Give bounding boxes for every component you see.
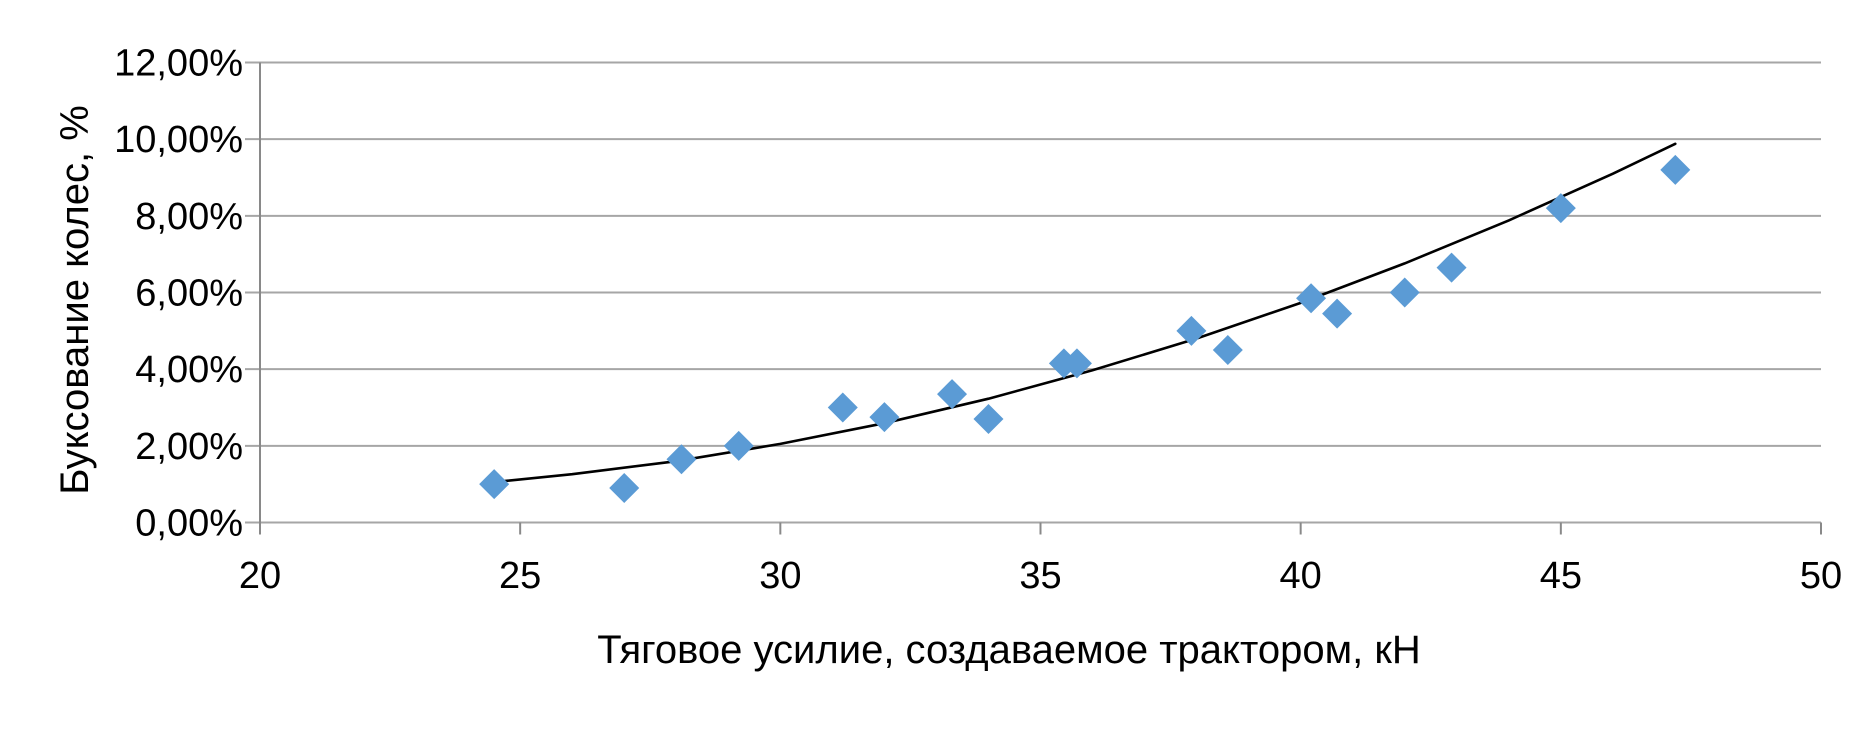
y-tick-label: 12,00% [114,43,243,85]
data-point-marker [1545,193,1576,224]
data-point-marker [1296,283,1327,314]
y-tick-label: 4,00% [135,349,243,391]
data-point-marker [1061,348,1092,379]
data-point-marker [1389,277,1420,308]
x-axis-title: Тяговое усилие, создаваемое трактором, к… [597,628,1420,672]
x-tick-label: 30 [759,555,801,597]
y-tick-label: 2,00% [135,426,243,468]
x-tick-label: 25 [499,555,541,597]
data-point-marker [1322,298,1353,329]
data-point-marker [827,392,858,423]
data-point-marker [973,404,1004,434]
gridlines [245,61,1821,524]
x-tick-label: 20 [239,555,281,597]
x-tick-label: 45 [1540,555,1582,597]
x-tick-label: 35 [1019,555,1061,597]
data-point-marker [1436,252,1467,283]
data-point-marker [1212,335,1243,365]
data-point-marker [1176,315,1207,346]
axes [259,62,1822,535]
x-tick-label: 50 [1800,555,1842,597]
data-point-marker [869,402,900,433]
y-tick-label: 0,00% [135,503,243,545]
data-point-marker [666,444,697,475]
data-point-marker [937,379,968,410]
y-tick-label: 6,00% [135,273,243,315]
y-axis-title: Буксование колес, % [53,105,97,495]
tick-labels: 0,00% 2,00% 4,00% 6,00% 8,00% 10,00% 12,00% 20 2… [114,43,1842,598]
data-point-marker [609,473,640,503]
data-point-marker [479,469,510,500]
x-tick-label: 40 [1280,555,1322,597]
data-point-marker [1660,154,1691,185]
y-tick-label: 10,00% [114,119,243,161]
trend-line [490,142,1677,484]
data-points [479,154,1691,503]
data-point-marker [723,430,754,461]
y-tick-label: 8,00% [135,196,243,238]
